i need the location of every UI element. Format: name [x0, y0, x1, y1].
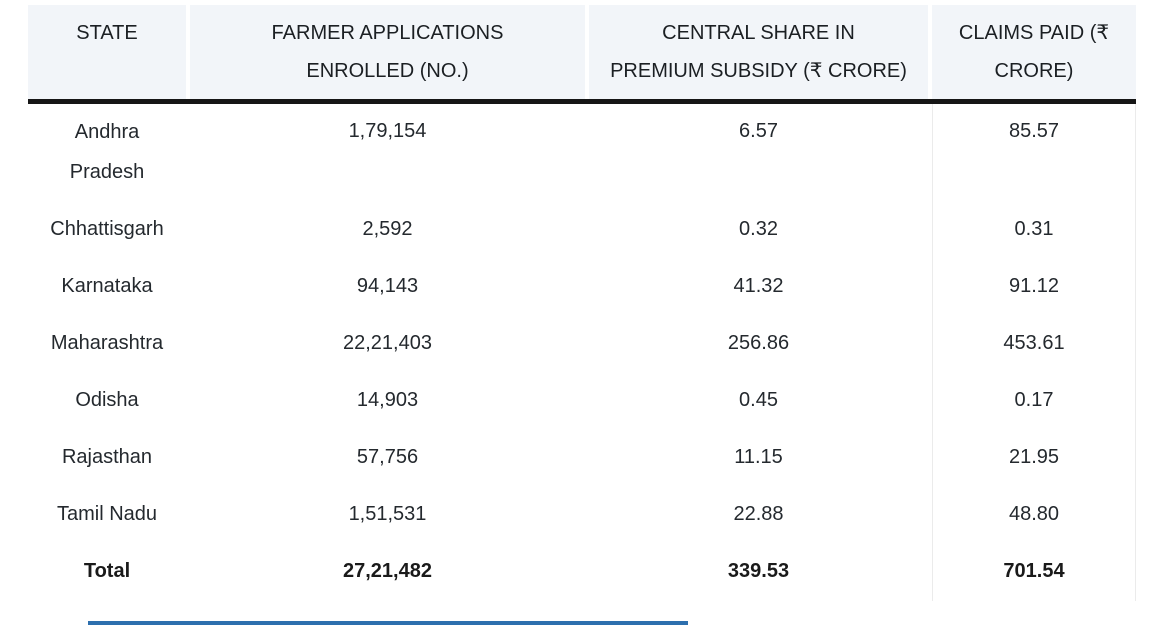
applications-cell: 2,592 — [362, 217, 413, 240]
applications-cell: 27,21,482 — [343, 559, 432, 582]
header-label: FARMER APPLICATIONS — [271, 22, 504, 44]
header-cell-state: STATE — [28, 5, 186, 99]
subsidy-cell: 41.32 — [733, 274, 784, 297]
subsidy-cell: 0.45 — [739, 388, 778, 411]
subsidy-cell: 256.86 — [727, 331, 790, 354]
claims-cell: 453.61 — [932, 315, 1136, 373]
claims-cell: 0.31 — [932, 201, 1136, 259]
applications-cell: 1,79,154 — [348, 120, 427, 142]
state-cell: Total — [83, 559, 131, 582]
state-cell: Chhattisgarh — [50, 217, 164, 240]
state-cell: Odisha — [75, 388, 139, 411]
table-header-row: STATE FARMER APPLICATIONS ENROLLED (NO.)… — [28, 5, 1136, 104]
header-label: ENROLLED (NO.) — [306, 60, 469, 82]
state-label: Andhra Pradesh — [69, 120, 145, 183]
subsidy-cell: 22.88 — [733, 502, 784, 525]
header-label: STATE — [76, 22, 138, 44]
data-table: STATE FARMER APPLICATIONS ENROLLED (NO.)… — [28, 5, 1136, 601]
table-row: Andhra Pradesh 1,79,154 6.57 85.57 — [28, 104, 1136, 202]
applications-cell: 14,903 — [356, 388, 419, 411]
claims-cell: 91.12 — [932, 258, 1136, 316]
table-total-row: Total 27,21,482 339.53 701.54 — [28, 543, 1136, 601]
claims-cell: 0.17 — [932, 372, 1136, 430]
header-label: CRORE) — [994, 60, 1074, 82]
claims-cell: 701.54 — [932, 543, 1136, 601]
state-cell: Maharashtra — [50, 331, 164, 354]
claims-cell: 48.80 — [932, 486, 1136, 544]
applications-cell: 94,143 — [356, 274, 419, 297]
table-row: Rajasthan 57,756 11.15 21.95 — [28, 429, 1136, 487]
state-cell: Tamil Nadu — [56, 502, 158, 525]
header-cell-claims: CLAIMS PAID (₹ CRORE) — [932, 5, 1136, 99]
table-row: Odisha 14,903 0.45 0.17 — [28, 372, 1136, 430]
state-cell: Rajasthan — [61, 445, 153, 468]
state-cell: Karnataka — [61, 274, 153, 297]
table-row: Karnataka 94,143 41.32 91.12 — [28, 258, 1136, 316]
header-cell-subsidy: CENTRAL SHARE IN PREMIUM SUBSIDY (₹ CROR… — [589, 5, 928, 99]
state-cell: Andhra Pradesh — [28, 104, 186, 202]
applications-cell: 22,21,403 — [343, 331, 432, 354]
header-label: CENTRAL SHARE IN — [662, 22, 855, 44]
bottom-accent-bar — [88, 621, 688, 625]
table-row: Maharashtra 22,21,403 256.86 453.61 — [28, 315, 1136, 373]
header-label: CLAIMS PAID (₹ — [958, 22, 1110, 44]
claims-cell: 21.95 — [932, 429, 1136, 487]
table-row: Chhattisgarh 2,592 0.32 0.31 — [28, 201, 1136, 259]
header-cell-applications: FARMER APPLICATIONS ENROLLED (NO.) — [190, 5, 585, 99]
table-row: Tamil Nadu 1,51,531 22.88 48.80 — [28, 486, 1136, 544]
subsidy-cell: 11.15 — [734, 445, 783, 468]
applications-cell: 57,756 — [356, 445, 419, 468]
subsidy-cell: 6.57 — [739, 120, 778, 142]
subsidy-cell: 0.32 — [739, 217, 778, 240]
header-label: PREMIUM SUBSIDY (₹ CRORE) — [610, 60, 907, 82]
applications-cell: 1,51,531 — [348, 502, 427, 525]
claims-cell: 85.57 — [932, 104, 1136, 202]
subsidy-cell: 339.53 — [727, 559, 790, 582]
